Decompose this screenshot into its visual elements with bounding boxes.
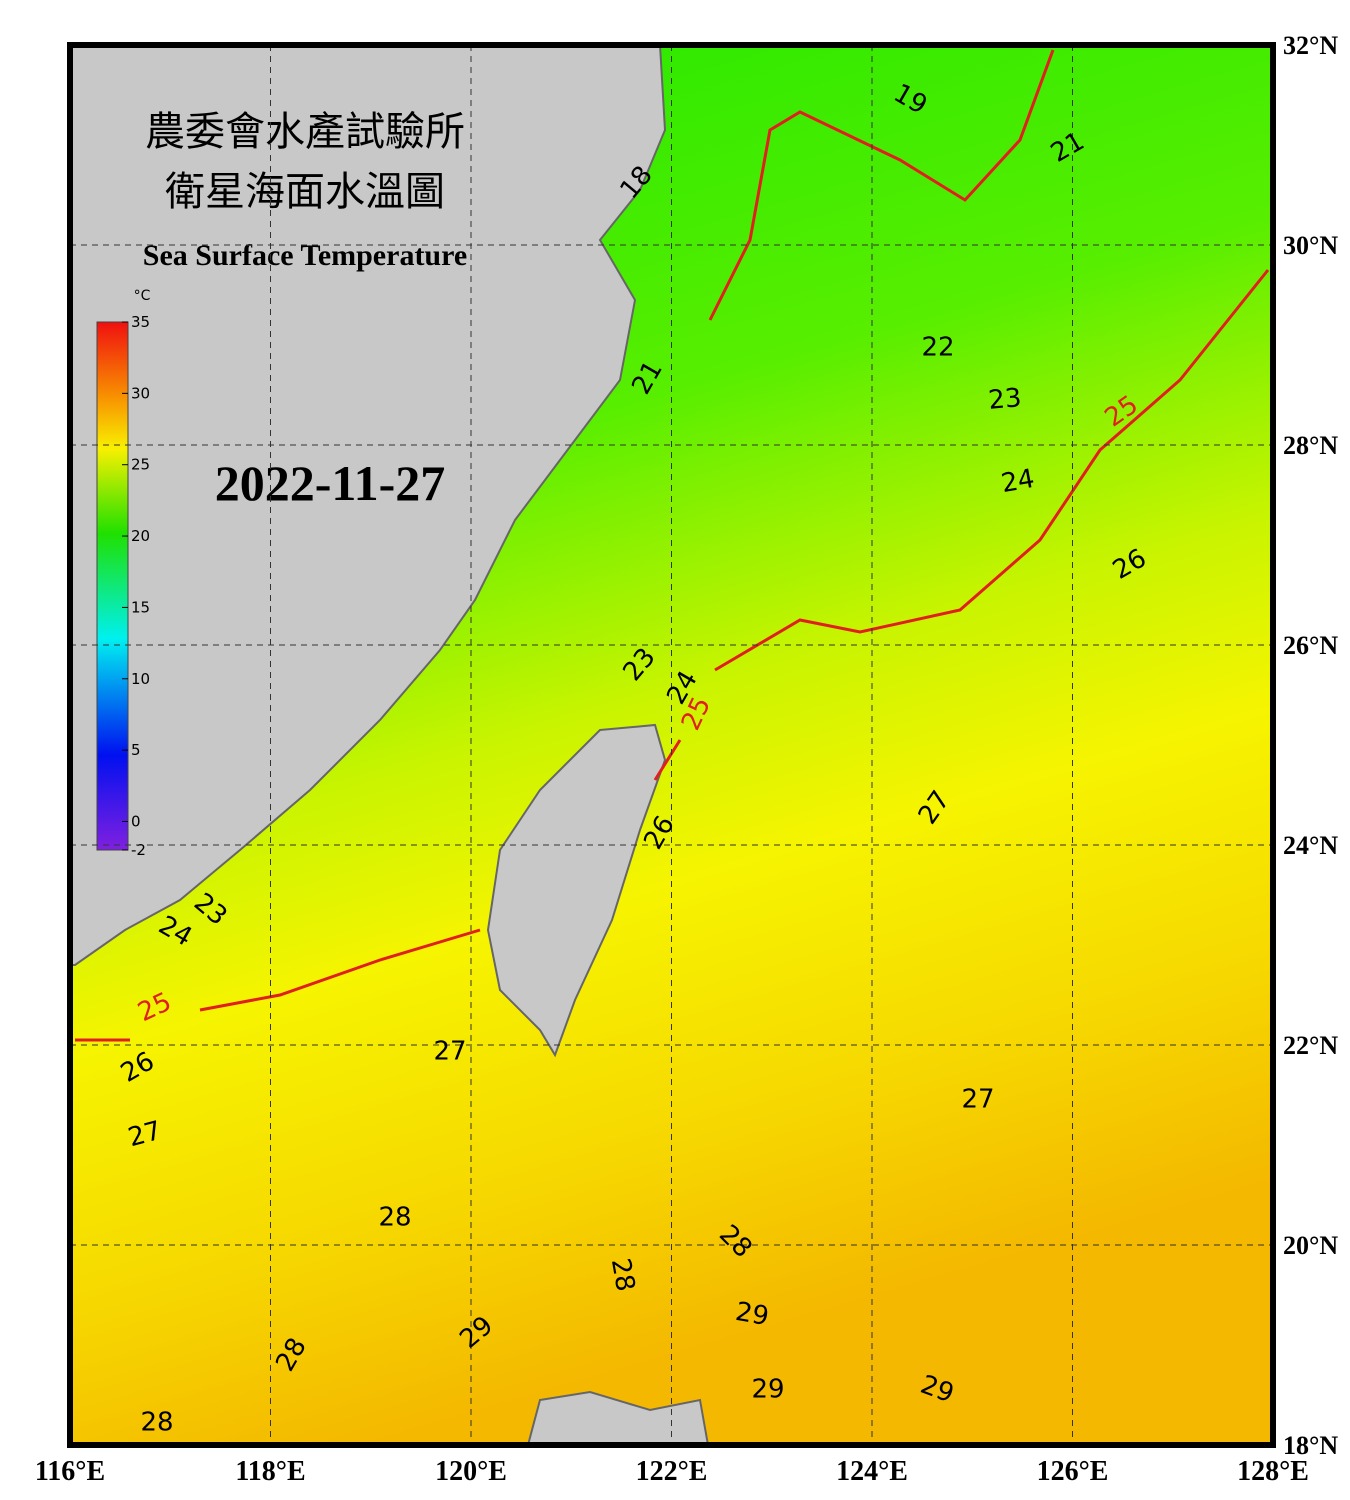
land-taiwan <box>486 723 667 1058</box>
colorbar-tick-label: 10 <box>131 670 150 688</box>
title-zh-2: 衛星海面水溫圖 <box>165 169 445 214</box>
title-zh-1: 農委會水產試驗所 <box>145 109 465 154</box>
contour-label: 27 <box>433 1037 466 1067</box>
lon-label: 118°E <box>235 1456 305 1487</box>
contour-label: 23 <box>987 383 1023 416</box>
lat-label: 26°N <box>1283 631 1338 660</box>
lon-label: 122°E <box>636 1456 708 1487</box>
lon-label: 124°E <box>836 1456 908 1487</box>
contour-label: 27 <box>961 1085 994 1115</box>
title-en: Sea Surface Temperature <box>143 239 467 272</box>
contour-label: 28 <box>605 1256 640 1294</box>
colorbar-tick-label: 25 <box>131 456 150 474</box>
lon-label: 126°E <box>1037 1456 1109 1487</box>
graticule <box>70 45 1273 1445</box>
contour-label: 22 <box>921 333 954 363</box>
map-frame <box>67 42 1276 1448</box>
colorbar-tick-label: 20 <box>131 527 150 545</box>
colorbar-tick-label: 35 <box>131 313 150 331</box>
colorbar-unit: °C <box>134 288 151 304</box>
isotherm-25 <box>75 49 1270 1042</box>
colorbar-tick-label: 30 <box>131 384 150 402</box>
lon-label: 128°E <box>1237 1456 1309 1487</box>
lon-label: 116°E <box>35 1456 105 1487</box>
lat-label: 32°N <box>1283 31 1338 60</box>
lat-label: 20°N <box>1283 1231 1338 1260</box>
contour-label: 28 <box>140 1408 173 1438</box>
colorbar-tick-label: 5 <box>131 741 141 759</box>
lon-label: 120°E <box>435 1456 507 1487</box>
colorbar-tick-label: 15 <box>131 598 150 616</box>
lat-label: 28°N <box>1283 431 1338 460</box>
colorbar-tick-label: 0 <box>131 812 141 830</box>
land-luzon <box>526 1390 710 1445</box>
contour-label: 28 <box>378 1203 411 1233</box>
colorbar <box>96 321 129 851</box>
contour-label: 29 <box>733 1297 771 1332</box>
lat-label: 18°N <box>1283 1431 1338 1460</box>
date: 2022-11-27 <box>215 455 446 511</box>
colorbar-tick-label: -2 <box>131 841 146 859</box>
land-china <box>70 45 667 966</box>
lat-label: 22°N <box>1283 1031 1338 1060</box>
contour-label: 24 <box>999 464 1037 499</box>
lat-label: 30°N <box>1283 231 1338 260</box>
contour-label: 29 <box>751 1375 784 1405</box>
lat-label: 24°N <box>1283 831 1338 860</box>
